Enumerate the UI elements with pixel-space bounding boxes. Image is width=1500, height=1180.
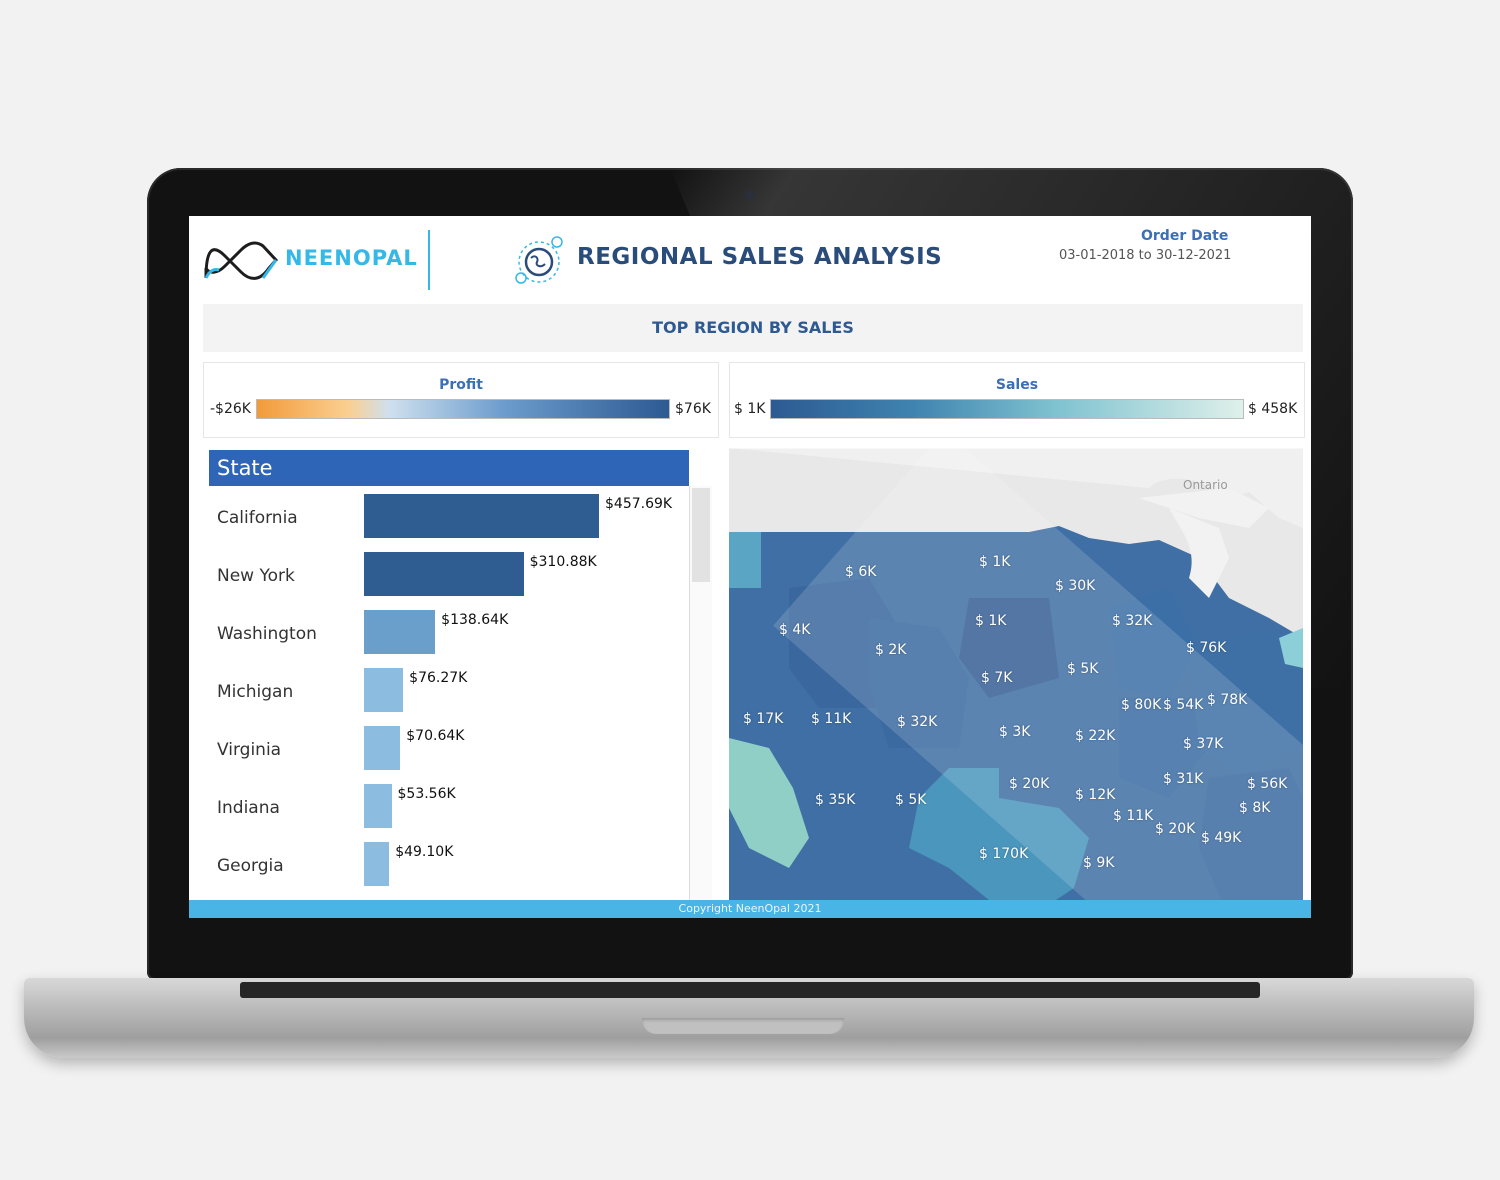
profit-legend: Profit -$26K $76K — [203, 362, 719, 438]
map-value-label[interactable]: $ 17K — [743, 711, 784, 727]
state-name: Indiana — [217, 798, 280, 818]
state-row[interactable]: California $457.69K — [217, 494, 687, 552]
state-row[interactable]: Virginia $70.64K — [217, 726, 687, 784]
map-value-label[interactable]: $ 8K — [1239, 800, 1271, 816]
state-name: Washington — [217, 624, 317, 644]
state-row[interactable]: Washington $138.64K — [217, 610, 687, 668]
sales-legend-min: $ 1K — [734, 401, 766, 417]
state-name: Georgia — [217, 856, 284, 876]
map-value-label[interactable]: $ 54K — [1163, 697, 1204, 713]
state-header[interactable]: State — [209, 450, 689, 486]
map-region-ontario: Ontario — [1183, 478, 1228, 492]
map-value-label[interactable]: $ 5K — [1067, 661, 1099, 677]
sales-legend: Sales $ 1K $ 458K — [729, 362, 1305, 438]
map-value-label[interactable]: $ 32K — [1112, 613, 1153, 629]
map-value-label[interactable]: $ 3K — [999, 724, 1031, 740]
state-bar[interactable] — [364, 610, 436, 654]
state-name: New York — [217, 566, 295, 586]
profit-legend-max: $76K — [675, 401, 711, 417]
footer: Copyright NeenOpal 2021 — [189, 900, 1311, 918]
state-row[interactable]: Michigan $76.27K — [217, 668, 687, 726]
map-value-label[interactable]: $ 7K — [981, 670, 1013, 686]
header-divider — [428, 230, 430, 290]
state-value-label: $310.88K — [529, 554, 597, 570]
map-value-label[interactable]: $ 76K — [1186, 640, 1227, 656]
map-value-label[interactable]: $ 56K — [1247, 776, 1288, 792]
state-value-label: $53.56K — [397, 786, 456, 802]
state-value-label: $457.69K — [605, 496, 673, 512]
order-date-range[interactable]: 03-01-2018 to 30-12-2021 — [1059, 248, 1232, 263]
state-value-label: $76.27K — [409, 670, 468, 686]
map-value-label[interactable]: $ 22K — [1075, 728, 1116, 744]
map-value-label[interactable]: $ 5K — [895, 792, 927, 808]
map-value-label[interactable]: $ 32K — [897, 714, 938, 730]
sales-map[interactable]: Ontario $ 6K $ 1K $ 30K $ 1K $ 32K $ 4K $ 2K $ … — [729, 448, 1303, 918]
laptop-hinge — [240, 982, 1260, 998]
profit-legend-min: -$26K — [210, 401, 251, 417]
map-value-label[interactable]: $ 4K — [779, 622, 811, 638]
profit-color-ramp — [256, 399, 670, 419]
map-value-label[interactable]: $ 9K — [1083, 855, 1115, 871]
state-value-label: $49.10K — [395, 844, 454, 860]
state-scroll-thumb[interactable] — [692, 488, 710, 582]
state-sales-chart: State California $457.69K New York $310.88K… — [203, 448, 715, 918]
map-value-label[interactable]: $ 2K — [875, 642, 907, 658]
page-title: REGIONAL SALES ANALYSIS — [577, 244, 943, 270]
state-row[interactable]: Georgia $49.10K — [217, 842, 687, 900]
sales-legend-max: $ 458K — [1248, 401, 1298, 417]
state-value-label: $138.64K — [441, 612, 509, 628]
map-value-label[interactable]: $ 80K — [1121, 697, 1162, 713]
map-value-label[interactable]: $ 31K — [1163, 771, 1204, 787]
order-date-label: Order Date — [1141, 228, 1229, 244]
state-bar[interactable] — [364, 842, 390, 886]
map-value-label[interactable]: $ 11K — [811, 711, 852, 727]
map-value-label[interactable]: $ 49K — [1201, 830, 1242, 846]
map-value-label[interactable]: $ 35K — [815, 792, 856, 808]
neenopal-logo-icon — [204, 241, 279, 280]
state-row[interactable]: New York $310.88K — [217, 552, 687, 610]
map-value-label[interactable]: $ 1K — [979, 554, 1011, 570]
state-value-label: $70.64K — [406, 728, 465, 744]
map-value-label[interactable]: $ 6K — [845, 564, 877, 580]
state-name: Virginia — [217, 740, 282, 760]
dashboard-header: NEENOPAL REGIONAL SALES ANALYSIS Order D… — [189, 216, 1311, 304]
map-value-label[interactable]: $ 20K — [1009, 776, 1050, 792]
globe-dollar-icon — [515, 236, 563, 284]
camera — [745, 190, 755, 200]
state-row[interactable]: Indiana $53.56K — [217, 784, 687, 842]
map-value-label[interactable]: $ 78K — [1207, 692, 1248, 708]
sales-legend-title: Sales — [995, 377, 1039, 393]
laptop-notch — [642, 1018, 844, 1034]
state-name: California — [217, 508, 298, 528]
state-name: Michigan — [217, 682, 294, 702]
sales-color-ramp — [770, 399, 1244, 419]
state-scrollbar[interactable] — [689, 486, 712, 918]
dashboard-screen: NEENOPAL REGIONAL SALES ANALYSIS Order D… — [189, 216, 1311, 918]
state-bar[interactable] — [364, 552, 524, 596]
map-value-label[interactable]: $ 170K — [979, 846, 1029, 862]
map-value-label[interactable]: $ 30K — [1055, 578, 1096, 594]
top-region-banner: TOP REGION BY SALES — [203, 304, 1303, 352]
map-value-label[interactable]: $ 12K — [1075, 787, 1116, 803]
map-value-label[interactable]: $ 20K — [1155, 821, 1196, 837]
state-bar[interactable] — [364, 726, 401, 770]
map-value-label[interactable]: $ 37K — [1183, 736, 1224, 752]
map-value-label[interactable]: $ 11K — [1113, 808, 1154, 824]
map-value-label[interactable]: $ 1K — [975, 613, 1007, 629]
state-bar[interactable] — [364, 494, 599, 538]
state-bar[interactable] — [364, 784, 392, 828]
profit-legend-title: Profit — [439, 377, 483, 393]
state-bar[interactable] — [364, 668, 404, 712]
brand-name: NEENOPAL — [285, 246, 418, 270]
us-map-graphic — [729, 448, 1303, 918]
